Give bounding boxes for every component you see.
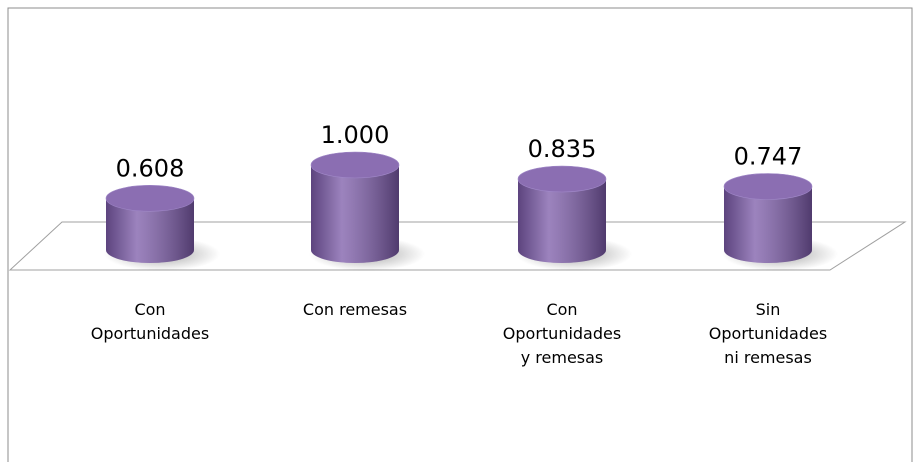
value-label: 1.000 — [321, 121, 390, 149]
bar-shading — [724, 186, 812, 263]
value-label: 0.835 — [528, 135, 597, 163]
bar-top-shine — [106, 185, 194, 212]
bar-top — [105, 185, 195, 212]
bar-top — [517, 165, 607, 193]
value-label: 0.747 — [734, 143, 803, 171]
bar-shading — [106, 198, 194, 263]
frame — [7, 7, 913, 462]
bar-shading — [518, 179, 606, 263]
x-tick-label: Sin Oportunidades ni remesas — [708, 300, 828, 367]
bar-top — [723, 173, 813, 200]
x-tick-label: Con Oportunidades y remesas — [502, 300, 622, 367]
bar-top-shine — [311, 152, 399, 178]
x-tick-label: Con Oportunidades — [90, 300, 210, 343]
bar-top-shine — [518, 166, 606, 193]
bar-shading — [311, 165, 399, 263]
bar-top — [310, 151, 400, 179]
bar-top-shine — [724, 173, 812, 200]
value-label: 0.608 — [116, 154, 185, 182]
x-tick-label: Con remesas — [302, 300, 408, 319]
